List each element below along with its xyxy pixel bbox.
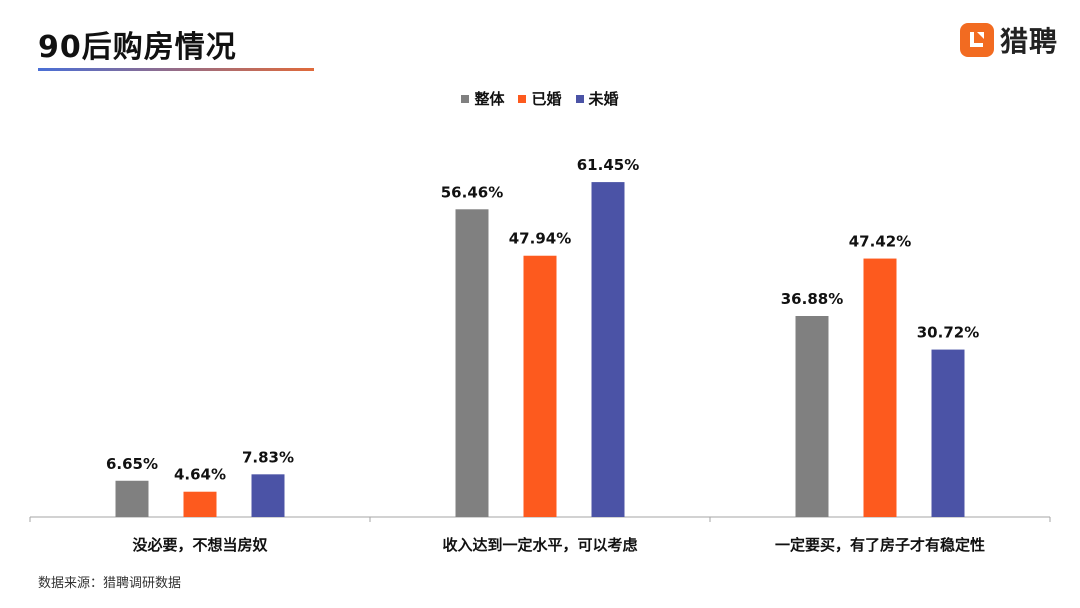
bar-data-label: 30.72% bbox=[917, 324, 979, 342]
bar-data-label: 36.88% bbox=[781, 290, 843, 308]
legend-label-unmarried: 未婚 bbox=[588, 90, 619, 108]
x-tick-label: 一定要买，有了房子才有稳定性 bbox=[775, 536, 985, 554]
title-underline bbox=[38, 68, 314, 71]
legend-label-overall: 整体 bbox=[474, 90, 505, 108]
legend-item-married: 已婚 bbox=[518, 88, 562, 109]
chart-legend: 整体 已婚 未婚 bbox=[0, 88, 1080, 109]
bar-overall bbox=[115, 480, 149, 517]
legend-swatch-married bbox=[518, 94, 527, 103]
bar-unmarried bbox=[931, 349, 965, 517]
bar-married bbox=[183, 491, 217, 517]
bar-overall bbox=[795, 316, 829, 517]
liepin-logo-icon bbox=[959, 23, 994, 57]
page-title: 90后购房情况 bbox=[38, 30, 237, 65]
bar-unmarried bbox=[591, 182, 625, 517]
legend-label-married: 已婚 bbox=[531, 90, 562, 108]
data-source-note: 数据来源：猎聘调研数据 bbox=[38, 576, 182, 591]
bar-data-label: 4.64% bbox=[174, 466, 226, 484]
x-tick-label: 收入达到一定水平，可以考虑 bbox=[442, 536, 637, 554]
brand-name: 猎聘 bbox=[999, 25, 1058, 58]
legend-swatch-unmarried bbox=[575, 94, 584, 103]
bar-data-label: 56.46% bbox=[441, 183, 503, 201]
x-tick-label: 没必要，不想当房奴 bbox=[132, 536, 267, 554]
legend-item-overall: 整体 bbox=[461, 88, 504, 109]
bar-data-label: 47.42% bbox=[849, 233, 911, 251]
bar-overall bbox=[455, 209, 489, 517]
brand-logo-group: 猎聘 bbox=[959, 20, 1058, 60]
bar-data-label: 47.94% bbox=[509, 230, 571, 248]
legend-swatch-overall bbox=[461, 94, 470, 103]
bar-married bbox=[523, 255, 557, 518]
legend-item-unmarried: 未婚 bbox=[575, 88, 619, 109]
bar-data-label: 6.65% bbox=[106, 455, 158, 473]
bar-data-label: 7.83% bbox=[242, 448, 294, 466]
bar-unmarried bbox=[251, 474, 285, 517]
bar-data-label: 61.45% bbox=[577, 156, 639, 174]
bar-married bbox=[863, 258, 897, 517]
